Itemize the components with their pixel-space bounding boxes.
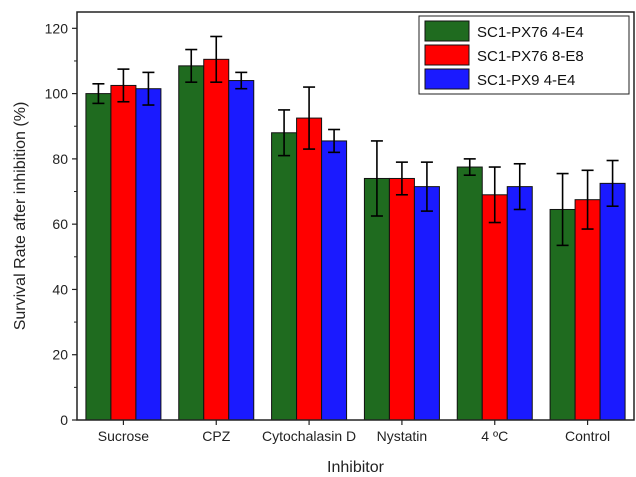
- bar: [271, 132, 298, 421]
- error-bar: [513, 162, 526, 211]
- legend-swatch: [424, 20, 470, 42]
- bar: [456, 166, 483, 421]
- bar: [228, 80, 255, 421]
- bar: [506, 186, 533, 421]
- x-tick-label: Control: [565, 428, 610, 444]
- error-bar: [328, 128, 341, 154]
- legend-label: SC1-PX76 8-E8: [477, 48, 584, 65]
- error-bar: [117, 68, 130, 103]
- y-tick-label: 20: [52, 347, 68, 363]
- y-tick-label: 100: [45, 86, 69, 102]
- x-tick-label: Cytochalasin D: [262, 428, 356, 444]
- y-tick-label: 0: [60, 412, 68, 428]
- bar: [413, 186, 440, 421]
- legend-entry: SC1-PX9 4-E4: [424, 68, 575, 90]
- error-bar: [463, 158, 476, 176]
- y-tick-label: 80: [52, 151, 68, 167]
- error-bar: [556, 172, 569, 247]
- bar: [388, 177, 415, 421]
- legend-label: SC1-PX9 4-E4: [477, 72, 575, 89]
- bar: [135, 88, 162, 421]
- legend: SC1-PX76 4-E4 SC1-PX76 8-E8 SC1-PX9 4-E4: [418, 15, 630, 95]
- legend-entry: SC1-PX76 4-E4: [424, 20, 584, 42]
- bar: [481, 194, 508, 421]
- bar: [599, 182, 626, 421]
- x-tick-label: 4 ºC: [481, 428, 508, 444]
- error-bar: [370, 140, 383, 217]
- error-bar: [488, 166, 501, 224]
- bar: [203, 58, 230, 421]
- error-bar: [142, 71, 155, 106]
- plot-frame: [76, 11, 635, 421]
- error-bar: [235, 71, 248, 90]
- x-tick-label: Sucrose: [98, 428, 150, 444]
- bar: [110, 84, 137, 421]
- x-axis: Sucrose CPZ Cytochalasin D Nystatin 4 ºC Cont…: [98, 420, 610, 444]
- error-bar: [303, 86, 316, 150]
- bar: [363, 177, 390, 421]
- error-bars-layer: [92, 35, 619, 247]
- legend-swatch: [424, 68, 470, 90]
- bar: [178, 65, 205, 421]
- error-bar: [420, 161, 433, 212]
- x-tick-label: Nystatin: [377, 428, 428, 444]
- y-axis: 0 20 40 60 80 100 120: [45, 20, 77, 428]
- y-axis-title: Survival Rate after inhibition (%): [12, 102, 29, 331]
- bar: [85, 93, 112, 421]
- error-bar: [278, 109, 291, 157]
- legend-swatch: [424, 44, 470, 66]
- y-tick-label: 120: [45, 20, 69, 36]
- error-bar: [395, 161, 408, 196]
- bar: [574, 199, 601, 421]
- x-axis-title: Inhibitor: [327, 459, 385, 476]
- y-tick-label: 60: [52, 216, 68, 232]
- bar: [296, 117, 323, 421]
- y-tick-label: 40: [52, 281, 68, 297]
- bar: [321, 140, 348, 421]
- error-bar: [92, 83, 105, 105]
- error-bar: [185, 48, 198, 83]
- legend-entry: SC1-PX76 8-E8: [424, 44, 584, 66]
- error-bar: [606, 159, 619, 208]
- error-bar: [581, 169, 594, 230]
- legend-label: SC1-PX76 4-E4: [477, 24, 584, 41]
- x-tick-label: CPZ: [202, 428, 230, 444]
- bars-layer: [85, 58, 626, 421]
- error-bar: [210, 35, 223, 83]
